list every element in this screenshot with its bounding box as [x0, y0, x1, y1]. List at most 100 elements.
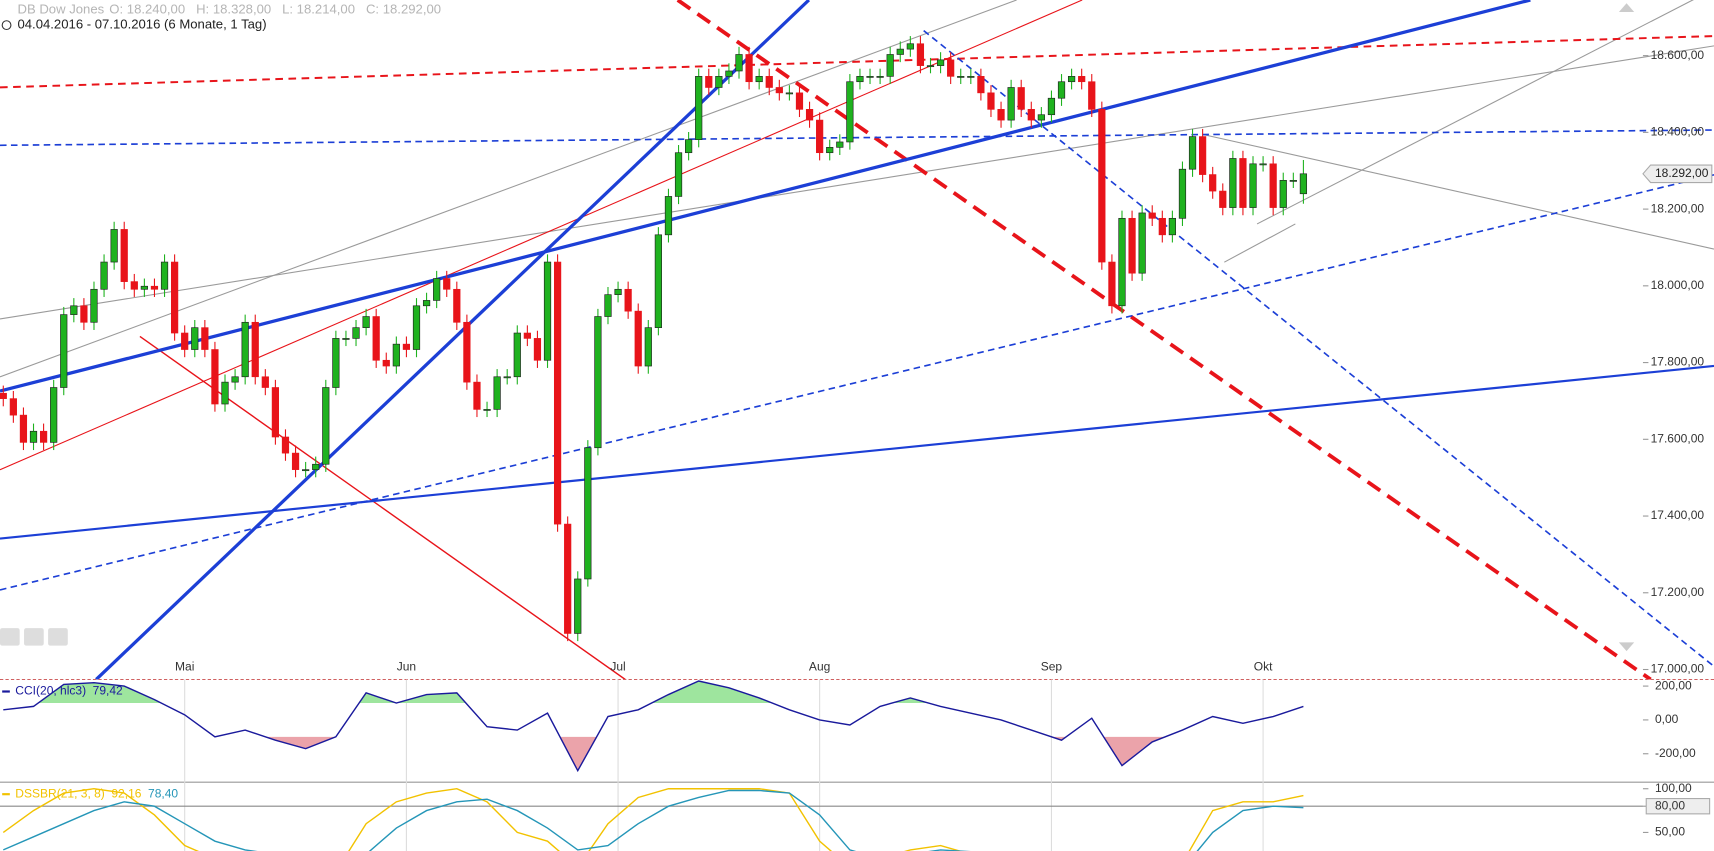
- candle-body: [987, 92, 995, 110]
- candle-body: [1178, 168, 1187, 219]
- candle-body: [372, 316, 380, 361]
- candle-body: [624, 288, 632, 312]
- candle-body: [957, 76, 965, 78]
- candle-body: [1128, 217, 1136, 274]
- candle-body: [765, 76, 773, 88]
- candle-body: [594, 316, 602, 449]
- y-tick-label: 18.000,00: [1651, 278, 1705, 292]
- trend-line: [139, 335, 626, 680]
- quote: O: 18.240,00: [109, 1, 185, 16]
- level-box: [1645, 798, 1711, 815]
- candle-body: [664, 196, 673, 236]
- candle-body: [685, 139, 693, 154]
- candle-body: [574, 578, 582, 634]
- y-tick-label: 18.400,00: [1651, 125, 1705, 139]
- y-tick-label: 17.400,00: [1651, 508, 1705, 522]
- candle-body: [695, 76, 703, 140]
- candle-body: [362, 316, 370, 328]
- candle-body: [19, 414, 28, 443]
- candle-body: [382, 359, 390, 367]
- candle-body: [1057, 81, 1066, 99]
- trend-line: [0, 35, 1714, 89]
- candle-body: [1199, 136, 1207, 175]
- quote: C: 18.292,00: [366, 1, 441, 16]
- quotes: O: 18.240,00 H: 18.328,00 L: 18.214,00 C: 1…: [109, 1, 441, 16]
- trend-line: [0, 45, 1714, 320]
- candle-body: [50, 387, 58, 443]
- candle-body: [241, 321, 249, 378]
- quote: H: 18.328,00: [196, 1, 271, 16]
- trend-line: [0, 0, 1531, 393]
- candle-body: [150, 285, 159, 290]
- candle-body: [916, 43, 925, 66]
- scroll-down[interactable]: [1618, 642, 1635, 652]
- candle-body: [896, 48, 904, 55]
- candle-body: [29, 430, 38, 443]
- candle-body: [1047, 97, 1056, 116]
- candle-body: [755, 76, 763, 83]
- candle-body: [1118, 217, 1126, 307]
- y-tick-label: 17.200,00: [1651, 585, 1705, 599]
- trend-line: [1224, 223, 1296, 263]
- indicator-title: CCI(20, hlc3): [15, 684, 86, 698]
- candle-body: [1229, 158, 1237, 208]
- candle-body: [725, 70, 733, 77]
- candle-body: [312, 463, 320, 470]
- candle-body: [1259, 163, 1267, 166]
- trend-line: [0, 129, 1714, 147]
- candle-body: [453, 288, 461, 323]
- instrument: DB Dow Jones: [17, 1, 104, 16]
- candle-body: [816, 119, 824, 154]
- candle-body: [886, 54, 894, 77]
- candle-body: [291, 452, 300, 470]
- x-tick-label: Jul: [610, 660, 625, 674]
- candle-body: [1148, 212, 1156, 219]
- candle-body: [826, 147, 834, 154]
- candle-body: [876, 76, 884, 78]
- candle-body: [1138, 212, 1146, 274]
- candle-body: [584, 447, 592, 580]
- candle-body: [39, 430, 48, 443]
- candle-body: [493, 376, 501, 410]
- y-tick-label: 17.600,00: [1651, 431, 1705, 445]
- candle-body: [644, 327, 652, 367]
- candle-body: [160, 261, 169, 290]
- candle-body: [1249, 163, 1257, 208]
- candle-body: [70, 305, 78, 315]
- indicator-line: [2, 788, 1304, 851]
- candle-body: [473, 381, 481, 410]
- candle-body: [634, 310, 642, 367]
- tool-button[interactable]: [48, 628, 68, 646]
- candle-body: [251, 321, 259, 378]
- y-tick-label: 50,00: [1655, 825, 1685, 839]
- indicator-value: 92,16: [111, 786, 141, 800]
- legend-swatch: [2, 690, 10, 693]
- candle-body: [745, 54, 753, 83]
- candle-body: [1067, 76, 1076, 83]
- toolbar: [0, 3, 1635, 652]
- candle-body: [906, 43, 914, 50]
- candle-body: [967, 76, 975, 78]
- candle-body: [1188, 136, 1197, 170]
- x-tick-label: Aug: [809, 660, 830, 674]
- y-tick-label: 17.000,00: [1651, 662, 1705, 676]
- candle-body: [9, 398, 17, 416]
- period: 04.04.2016 - 07.10.2016 (6 Monate, 1 Tag…: [17, 17, 266, 32]
- candle-body: [181, 332, 189, 350]
- candle-body: [1299, 173, 1308, 195]
- candle-body: [735, 54, 743, 72]
- candle-body: [1209, 174, 1217, 192]
- candle-body: [322, 387, 330, 465]
- scroll-up[interactable]: [1618, 3, 1635, 13]
- candle-body: [1219, 190, 1227, 208]
- candle-body: [805, 109, 814, 121]
- y-tick-label: 100,00: [1655, 781, 1692, 795]
- candle-body: [977, 76, 985, 94]
- candle-body: [463, 321, 471, 383]
- tool-button[interactable]: [24, 628, 44, 646]
- tool-button[interactable]: [0, 628, 20, 646]
- candle-body: [715, 76, 723, 88]
- candle-body: [533, 338, 542, 361]
- candle-body: [80, 305, 88, 323]
